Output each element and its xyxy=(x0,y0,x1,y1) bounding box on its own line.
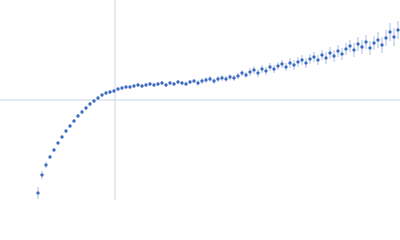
data-point xyxy=(132,84,136,88)
data-point xyxy=(376,38,380,42)
data-point xyxy=(276,64,280,68)
data-point xyxy=(204,78,208,82)
data-point xyxy=(200,79,204,83)
data-point xyxy=(108,90,112,94)
data-point xyxy=(308,57,312,61)
data-point xyxy=(84,106,88,110)
data-point xyxy=(344,47,348,51)
data-point xyxy=(216,77,220,81)
data-point xyxy=(68,124,72,128)
data-point xyxy=(368,46,372,50)
data-point xyxy=(144,83,148,87)
data-point xyxy=(328,51,332,55)
data-point xyxy=(184,82,188,86)
data-point xyxy=(252,68,256,72)
data-point xyxy=(48,155,52,159)
data-point xyxy=(312,55,316,59)
data-point xyxy=(304,61,308,65)
data-point xyxy=(40,173,44,177)
data-point xyxy=(60,135,64,139)
data-point xyxy=(292,63,296,67)
data-point xyxy=(296,60,300,64)
data-point xyxy=(104,91,108,95)
data-point xyxy=(392,35,396,39)
data-point xyxy=(188,80,192,84)
data-point xyxy=(116,87,120,91)
data-point xyxy=(352,48,356,52)
data-point xyxy=(160,81,164,85)
data-point xyxy=(320,53,324,57)
data-point xyxy=(324,56,328,60)
data-point xyxy=(148,82,152,86)
data-point xyxy=(140,84,144,88)
data-point xyxy=(332,54,336,58)
data-point xyxy=(280,62,284,66)
data-point xyxy=(236,74,240,78)
data-point xyxy=(212,79,216,83)
data-point xyxy=(156,82,160,86)
data-point xyxy=(120,86,124,90)
data-point xyxy=(372,41,376,45)
data-point xyxy=(260,67,264,71)
data-point xyxy=(224,77,228,81)
chart xyxy=(0,0,400,200)
data-point xyxy=(88,102,92,106)
data-point xyxy=(112,89,116,93)
data-point xyxy=(284,65,288,69)
data-point xyxy=(136,83,140,87)
data-point xyxy=(176,80,180,84)
data-point xyxy=(256,71,260,75)
data-point xyxy=(272,67,276,71)
data-point xyxy=(396,28,400,32)
data-point xyxy=(124,85,128,89)
data-point xyxy=(80,110,84,114)
data-point xyxy=(356,42,360,46)
data-point xyxy=(64,129,68,133)
data-point xyxy=(92,99,96,103)
data-point xyxy=(384,36,388,40)
data-point xyxy=(72,119,76,123)
data-point xyxy=(52,148,56,152)
data-point xyxy=(152,83,156,87)
data-point xyxy=(44,163,48,167)
data-point xyxy=(288,61,292,65)
data-point xyxy=(388,30,392,34)
data-point xyxy=(128,85,132,89)
data-point xyxy=(348,44,352,48)
data-point xyxy=(316,58,320,62)
data-point xyxy=(380,43,384,47)
data-point xyxy=(228,75,232,79)
data-point xyxy=(268,65,272,69)
data-point xyxy=(168,81,172,85)
data-point xyxy=(220,76,224,80)
data-point xyxy=(244,73,248,77)
data-point xyxy=(100,93,104,97)
data-point xyxy=(36,191,40,195)
data-point xyxy=(336,49,340,53)
data-point xyxy=(56,141,60,145)
data-point xyxy=(172,82,176,86)
data-point xyxy=(96,96,100,100)
data-point xyxy=(180,81,184,85)
data-point xyxy=(196,81,200,85)
data-point xyxy=(264,69,268,73)
data-point xyxy=(192,79,196,83)
data-point xyxy=(300,58,304,62)
data-point xyxy=(248,70,252,74)
data-point xyxy=(240,71,244,75)
data-point xyxy=(208,77,212,81)
data-point xyxy=(232,76,236,80)
data-point xyxy=(364,40,368,44)
data-point xyxy=(360,45,364,49)
data-point xyxy=(164,83,168,87)
data-point xyxy=(76,114,80,118)
data-point xyxy=(340,52,344,56)
